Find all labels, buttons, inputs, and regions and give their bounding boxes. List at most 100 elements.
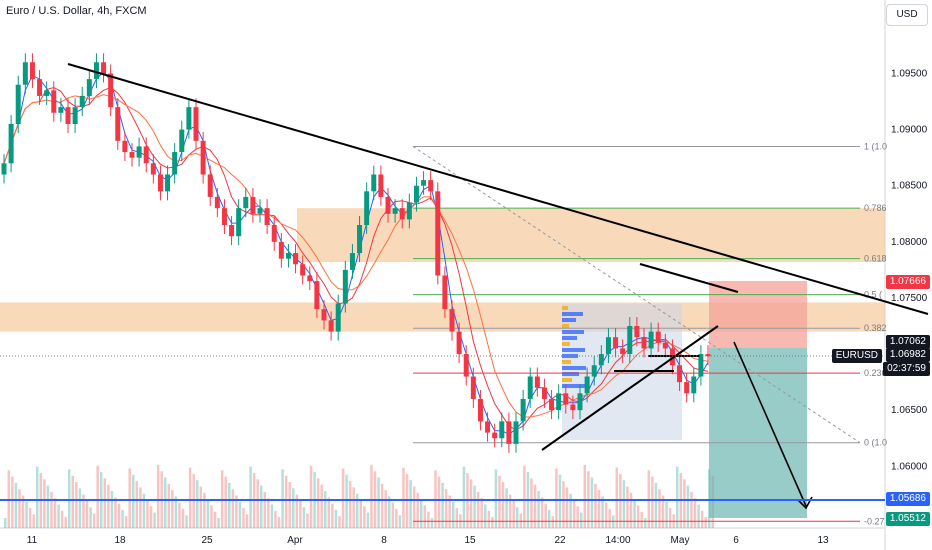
candle-body xyxy=(207,174,213,197)
volume-bar xyxy=(501,482,505,528)
volume-bar xyxy=(92,513,96,528)
volume-bar xyxy=(476,491,480,528)
volume-bar xyxy=(32,514,35,528)
volume-profile-bar xyxy=(562,312,583,316)
volume-bar xyxy=(238,501,242,528)
candle-body xyxy=(506,421,512,444)
volume-bar xyxy=(50,491,53,528)
fib-level-label: 0.236 xyxy=(864,368,887,378)
candle-body xyxy=(72,107,78,124)
candle-body xyxy=(648,331,654,349)
volume-bar xyxy=(345,474,348,528)
volume-bar xyxy=(174,496,178,528)
volume-bar xyxy=(391,502,395,528)
fib-level-label: 0.5 ( xyxy=(864,290,882,300)
candle-body xyxy=(534,376,540,388)
volume-bar xyxy=(661,495,665,528)
volume-profile-bar xyxy=(562,330,584,334)
candle-body xyxy=(527,376,533,399)
volume-bar xyxy=(231,489,235,528)
volume-bar xyxy=(210,505,213,528)
volume-bar xyxy=(309,465,313,528)
volume-bar xyxy=(683,479,686,528)
volume-bar xyxy=(555,468,558,528)
resistance-line xyxy=(639,263,739,293)
volume-bar xyxy=(615,467,619,528)
chart-title: Euro / U.S. Dollar, 4h, FXCM xyxy=(6,5,147,17)
volume-bar xyxy=(284,475,288,528)
take-profit-zone xyxy=(709,348,807,518)
volume-bar xyxy=(622,480,626,528)
volume-bar xyxy=(64,517,67,528)
candle-body xyxy=(378,174,384,197)
volume-bar xyxy=(60,510,64,528)
candle-body xyxy=(257,208,263,214)
candle-body xyxy=(563,393,569,405)
candles xyxy=(1,53,711,453)
volume-bar xyxy=(75,482,78,528)
candle-body xyxy=(79,95,85,108)
x-tick-label: 8 xyxy=(381,535,387,546)
candle-body xyxy=(58,107,64,113)
volume-bar xyxy=(316,478,320,528)
price-label: 1.05686 xyxy=(885,492,930,506)
volume-bar xyxy=(473,485,476,528)
fib-level-label: 0.786 xyxy=(864,203,887,213)
volume-bar xyxy=(640,511,643,528)
candle-body xyxy=(655,331,661,343)
volume-bar xyxy=(693,498,697,528)
candle-body xyxy=(250,196,256,214)
volume-bar xyxy=(348,481,352,528)
candle-body xyxy=(143,146,149,164)
volume-bar xyxy=(508,494,512,528)
candle-body xyxy=(371,174,377,192)
candle-body xyxy=(349,253,355,270)
candle-body xyxy=(1,163,7,175)
candle-body xyxy=(122,140,128,153)
trend-lines xyxy=(0,63,929,510)
volume-bar xyxy=(43,479,46,528)
volume-bar xyxy=(274,510,277,528)
candle-body xyxy=(8,124,14,164)
candle-body xyxy=(150,163,156,175)
volume-bar xyxy=(544,503,547,528)
volume-bar xyxy=(388,496,391,528)
volume-bar xyxy=(270,504,274,528)
x-tick-label: 18 xyxy=(114,535,126,546)
projection-arrow xyxy=(733,341,807,507)
candle-body xyxy=(677,365,683,383)
candle-body xyxy=(22,62,28,85)
volume-bar xyxy=(551,516,555,528)
candle-body xyxy=(428,180,434,192)
candle-body xyxy=(214,196,220,209)
y-tick-label: 1.09500 xyxy=(891,69,928,80)
candle-body xyxy=(307,275,313,282)
volume-bar xyxy=(494,469,498,528)
candle-body xyxy=(314,281,320,310)
candle-body xyxy=(421,180,427,186)
candle-body xyxy=(485,421,491,433)
volume-profile-bar xyxy=(562,324,569,328)
volume-bar xyxy=(644,518,647,528)
currency-button[interactable]: USD xyxy=(886,4,928,26)
candle-body xyxy=(413,185,419,203)
volume-bar xyxy=(441,482,444,528)
candle-body xyxy=(86,79,92,96)
candle-body xyxy=(385,196,391,214)
candle-body xyxy=(570,404,576,411)
volume-bar xyxy=(338,516,341,528)
candle-body xyxy=(577,393,583,411)
volume-bar xyxy=(156,464,160,528)
y-tick-label: 1.08500 xyxy=(891,181,928,192)
volume-bar xyxy=(139,487,142,528)
volume-bar xyxy=(565,487,569,528)
volume-bar xyxy=(181,509,185,528)
volume-bar xyxy=(299,500,302,528)
volume-bar xyxy=(196,480,199,528)
volume-bar xyxy=(292,488,295,528)
volume-bar xyxy=(462,466,466,528)
candle-body xyxy=(513,421,519,444)
volume-bar xyxy=(217,518,220,528)
volume-bar xyxy=(601,496,604,528)
x-tick-label: 11 xyxy=(27,535,38,546)
